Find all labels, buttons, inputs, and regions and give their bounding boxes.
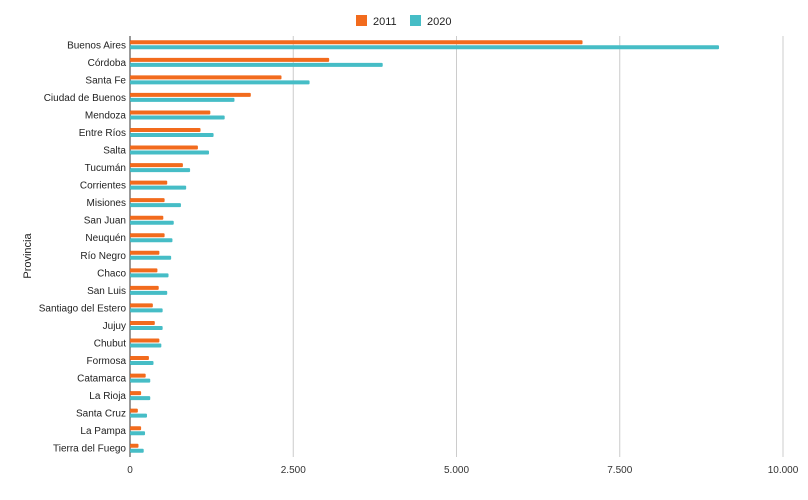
bar-2011	[130, 40, 583, 45]
category-label: Tierra del Fuego	[53, 444, 126, 455]
bar-2011	[130, 233, 165, 238]
category-label: San Juan	[84, 216, 126, 227]
x-tick-label: 10.000	[768, 465, 799, 476]
bar-2011	[130, 180, 168, 185]
bar-2011	[130, 198, 165, 203]
category-label: Mendoza	[85, 110, 127, 121]
bar-2020	[130, 413, 147, 418]
bar-2011	[130, 110, 211, 115]
category-label: Chubut	[94, 338, 126, 349]
bar-2011	[130, 215, 164, 220]
bar-2011	[130, 338, 160, 343]
bar-2011	[130, 320, 155, 325]
bars	[130, 40, 720, 453]
bar-2020	[130, 150, 210, 155]
bar-2020	[130, 203, 181, 208]
category-label: Santiago del Estero	[39, 303, 127, 314]
category-labels: Buenos Aires Córdoba Santa Fe Ciudad de Bue…	[39, 40, 127, 454]
bar-2011	[130, 163, 183, 168]
legend-swatch-2020	[410, 15, 421, 26]
category-label: San Luis	[87, 286, 126, 297]
category-label: Ciudad de Buenos	[44, 93, 126, 104]
bar-2020	[130, 448, 144, 453]
bar-2020	[130, 220, 174, 225]
category-label: Tucumán	[85, 163, 126, 174]
category-label: Buenos Aires	[67, 40, 126, 51]
bar-2020	[130, 255, 172, 260]
category-label: Córdoba	[88, 58, 127, 69]
bar-2020	[130, 97, 235, 102]
bar-2011	[130, 408, 138, 413]
bar-2020	[130, 308, 163, 313]
bar-2020	[130, 132, 214, 137]
x-tick-label: 5.000	[444, 465, 469, 476]
bar-2011	[130, 426, 142, 431]
category-label: Entre Ríos	[79, 128, 126, 139]
bar-2020	[130, 378, 151, 383]
bar-2011	[130, 373, 146, 378]
legend-label-2020: 2020	[427, 16, 451, 28]
bar-2011	[130, 268, 158, 273]
category-label: Corrientes	[80, 181, 126, 192]
bar-2011	[130, 127, 201, 132]
bar-2011	[130, 92, 251, 97]
bar-2020	[130, 431, 146, 436]
category-label: La Pampa	[80, 426, 126, 437]
bar-2020	[130, 290, 168, 295]
bar-2020	[130, 62, 383, 67]
bar-2011	[130, 443, 139, 448]
category-label: Santa Cruz	[76, 409, 126, 420]
bar-2020	[130, 168, 191, 173]
bar-2020	[130, 185, 187, 190]
bar-2020	[130, 45, 720, 50]
bar-2020	[130, 343, 162, 348]
category-label: Santa Fe	[85, 75, 126, 86]
bar-2020	[130, 361, 154, 366]
category-label: Misiones	[87, 198, 126, 209]
bar-2020	[130, 80, 310, 85]
bar-2011	[130, 57, 330, 62]
bar-2011	[130, 391, 142, 396]
bar-2020	[130, 273, 169, 278]
bar-2011	[130, 356, 149, 361]
y-axis-title: Provincia	[22, 233, 34, 279]
legend-label-2011: 2011	[373, 16, 397, 28]
category-label: Salta	[103, 146, 126, 157]
bar-2020	[130, 115, 225, 120]
bar-2011	[130, 75, 282, 80]
x-tick-labels: 0 2.500 5.000 7.500 10.000	[127, 465, 799, 476]
bar-2011	[130, 303, 153, 308]
bar-2011	[130, 250, 160, 255]
category-label: Chaco	[97, 268, 126, 279]
x-tick-label: 2.500	[281, 465, 306, 476]
category-label: La Rioja	[89, 391, 126, 402]
category-label: Formosa	[87, 356, 127, 367]
x-tick-label: 0	[127, 465, 133, 476]
legend-swatch-2011	[356, 15, 367, 26]
bar-2011	[130, 285, 159, 290]
bar-2020	[130, 325, 163, 330]
gridlines	[129, 36, 784, 457]
legend[interactable]: 2011 2020	[356, 15, 451, 28]
bar-2011	[130, 145, 198, 150]
category-label: Jujuy	[103, 321, 126, 332]
x-tick-label: 7.500	[607, 465, 632, 476]
bar-2020	[130, 396, 151, 401]
bar-2020	[130, 238, 173, 243]
category-label: Catamarca	[77, 374, 126, 385]
category-label: Neuquén	[85, 233, 126, 244]
category-label: Río Negro	[80, 251, 126, 262]
